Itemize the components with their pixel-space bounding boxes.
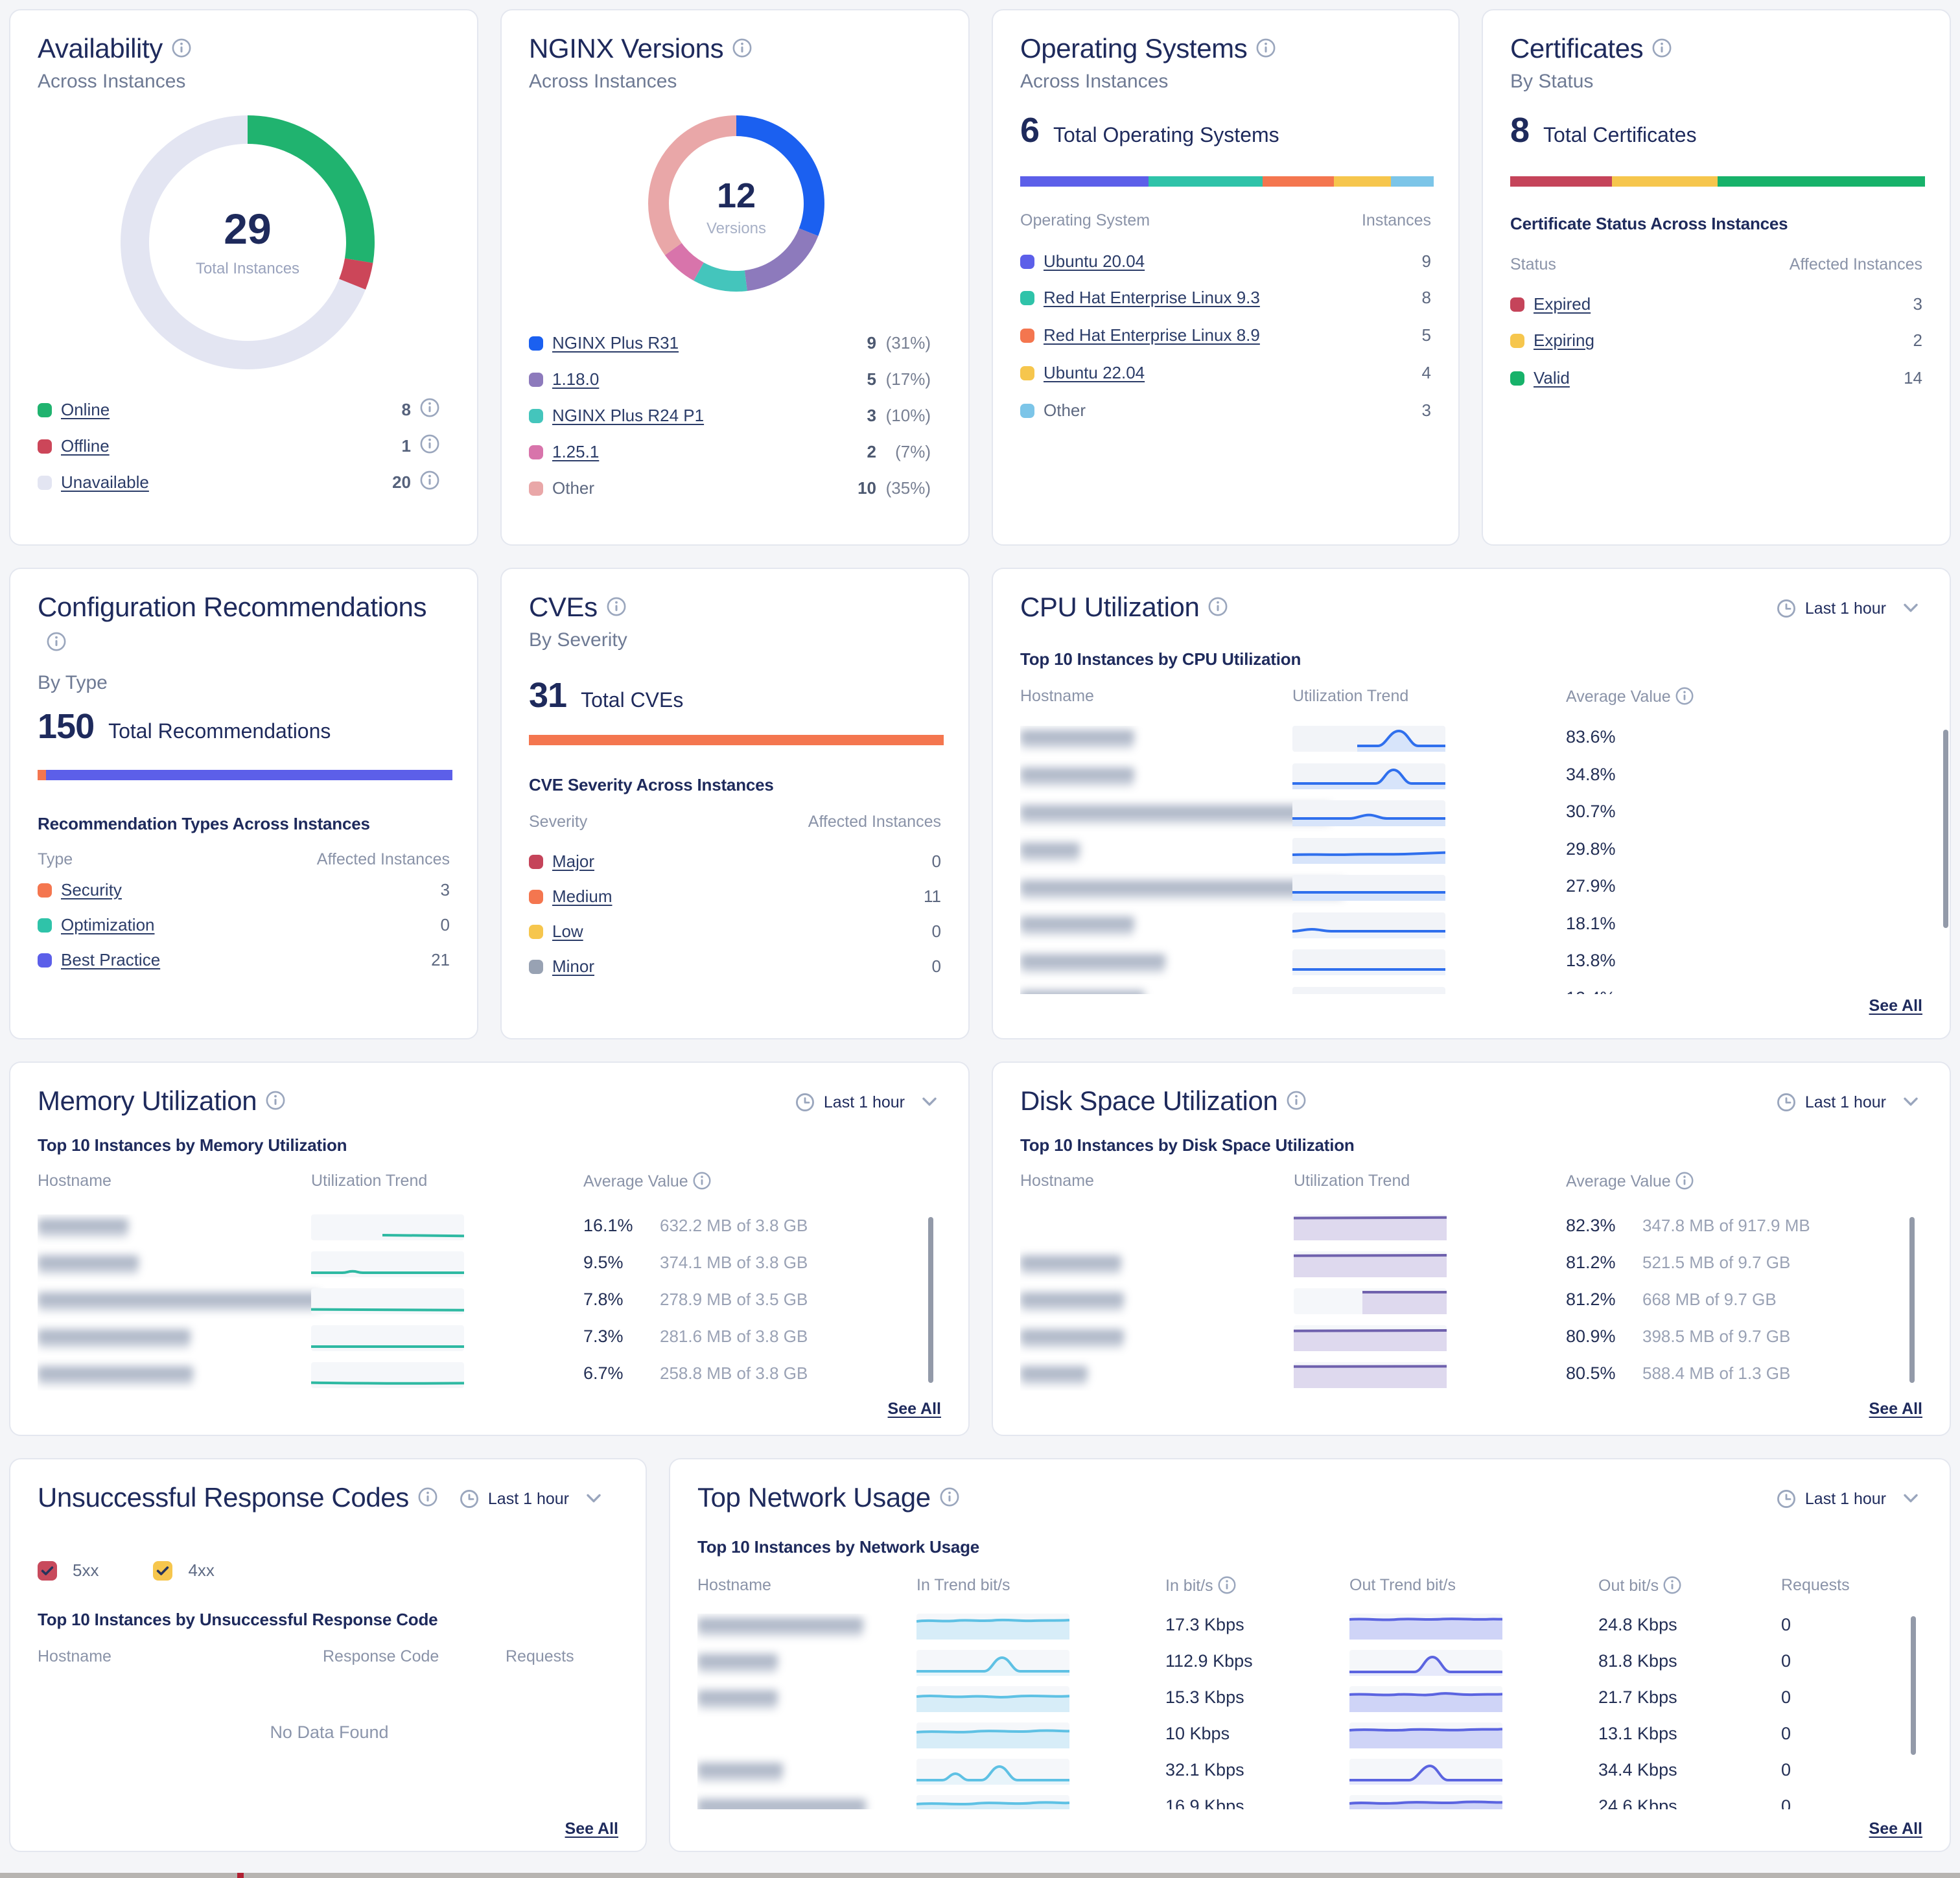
svg-text:29: 29 — [224, 205, 271, 253]
svg-text:12: 12 — [717, 176, 756, 215]
svg-text:Versions: Versions — [706, 220, 766, 237]
svg-text:Total Instances: Total Instances — [196, 260, 299, 277]
